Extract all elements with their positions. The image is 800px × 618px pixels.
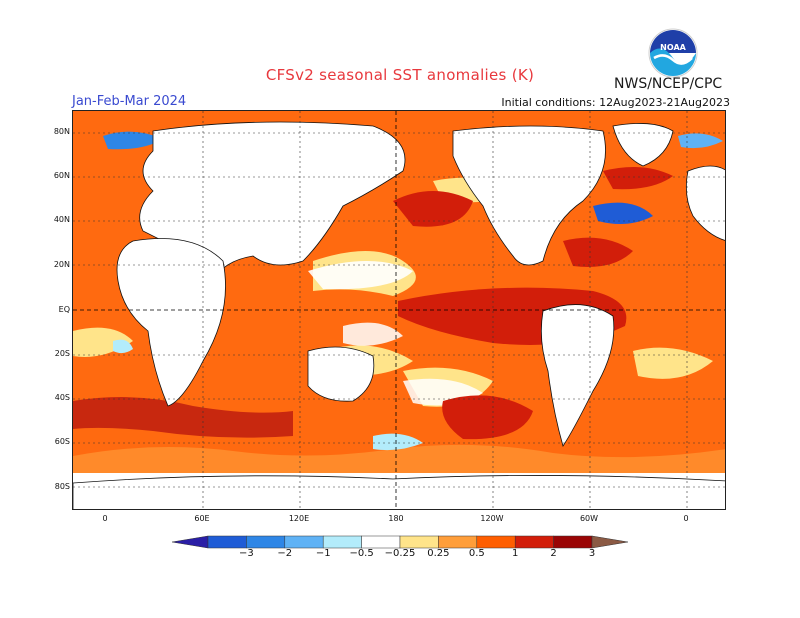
graticule — [73, 111, 725, 509]
lat-label-80n: 80N — [53, 127, 70, 136]
landmass-antarctica — [73, 475, 725, 509]
season-label: Jan-Feb-Mar 2024 — [72, 94, 187, 109]
colorbar-min-triangle — [172, 535, 209, 549]
colorbar-tick-label: 1 — [512, 548, 519, 559]
lon-label-0-east: 0 — [683, 514, 689, 523]
colorbar-segment — [514, 535, 554, 549]
colorbar-tick-label: 3 — [588, 548, 596, 559]
landmass-australia — [307, 346, 375, 402]
equator-dateline — [73, 111, 725, 509]
lat-label-40s: 40S — [54, 393, 70, 402]
colorbar-segment — [207, 535, 247, 549]
lat-label-80s: 80S — [54, 482, 70, 491]
map-title: CFSv2 seasonal SST anomalies (K) — [265, 66, 535, 84]
colorbar-tick-label: −0.25 — [384, 548, 416, 559]
cool-patch-arctic — [103, 131, 163, 150]
colorbar — [172, 535, 628, 549]
colorbar-segment — [438, 535, 478, 549]
sst-anomaly-map — [72, 110, 726, 510]
map-canvas — [73, 111, 725, 509]
landmass-eurasia — [139, 121, 406, 282]
land-masses — [73, 121, 725, 509]
colorbar-tick-label: −1 — [315, 548, 331, 559]
colorbar-tick-label: −0.5 — [349, 548, 374, 559]
lat-label-eq: EQ — [58, 305, 70, 314]
lon-label-0-west: 0 — [102, 514, 108, 523]
colorbar-segment — [284, 535, 324, 549]
lon-label-60w: 60W — [579, 514, 599, 523]
lon-label-180: 180 — [388, 514, 404, 523]
landmass-greenland — [612, 123, 674, 167]
colorbar-segment — [553, 535, 593, 549]
lon-label-120e: 120E — [288, 514, 310, 523]
noaa-logo-text: NOAA — [660, 43, 686, 52]
colorbar-segment — [399, 535, 439, 549]
colorbar-segment — [476, 535, 516, 549]
lat-label-20n: 20N — [53, 260, 70, 269]
colorbar-segment — [361, 535, 401, 549]
noaa-logo: NOAA — [648, 28, 698, 78]
landmass-europe-east — [685, 165, 725, 241]
landmass-africa — [116, 238, 226, 407]
lon-label-60e: 60E — [194, 514, 210, 523]
colorbar-segment — [246, 535, 286, 549]
agency-label: NWS/NCEP/CPC — [614, 76, 723, 92]
landmass-north-america — [452, 125, 606, 266]
colorbar-segment — [322, 535, 362, 549]
lon-label-120w: 120W — [480, 514, 504, 523]
colorbar-tick-label: 0.5 — [468, 548, 485, 559]
colorbar-tick-label: 2 — [550, 548, 557, 559]
lat-label-20s: 20S — [54, 349, 70, 358]
lat-label-60n: 60N — [53, 171, 70, 180]
colorbar-tick-label: 0.25 — [427, 548, 450, 559]
colorbar-max-triangle — [591, 535, 628, 549]
colorbar-tick-label: −3 — [239, 548, 254, 559]
initial-conditions-label: Initial conditions: 12Aug2023-21Aug2023 — [501, 96, 730, 109]
lat-label-60s: 60S — [54, 437, 70, 446]
lat-label-40n: 40N — [53, 215, 70, 224]
colorbar-tick-label: −2 — [277, 548, 293, 559]
cool-patch-atlantic — [593, 202, 653, 225]
landmass-south-america — [540, 304, 615, 447]
